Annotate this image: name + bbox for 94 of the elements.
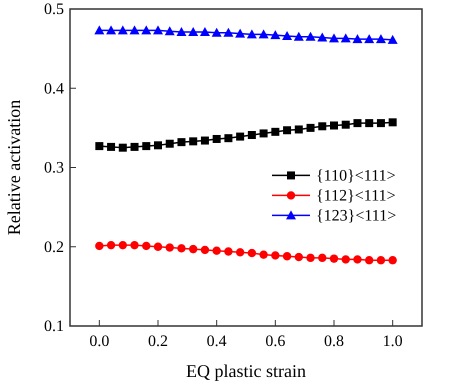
point: [388, 118, 397, 126]
point: [317, 32, 328, 42]
point: [283, 126, 292, 134]
point: [248, 131, 256, 140]
point: [189, 137, 198, 146]
point: [118, 25, 128, 34]
point: [130, 142, 139, 151]
legend-label: {123}<111>: [316, 207, 396, 224]
point: [95, 142, 104, 150]
point: [153, 25, 163, 34]
point: [329, 33, 339, 42]
x-tick-label: 0.8: [324, 333, 344, 350]
point: [212, 28, 222, 37]
point: [118, 240, 127, 250]
point: [188, 26, 198, 36]
point: [342, 255, 350, 264]
point: [306, 254, 315, 262]
legend-label: {110}<111>: [316, 167, 396, 184]
point: [106, 240, 116, 250]
point: [142, 142, 150, 150]
x-tick-label: 0.0: [89, 333, 110, 350]
point: [330, 254, 338, 263]
point: [365, 119, 374, 128]
point: [130, 25, 140, 34]
y-tick-label: 0.1: [44, 318, 64, 335]
point: [236, 248, 244, 256]
point: [330, 121, 338, 130]
point: [154, 141, 162, 150]
y-tick-label: 0.3: [44, 160, 64, 176]
point: [365, 256, 374, 264]
point: [223, 28, 234, 37]
point: [376, 256, 386, 264]
point: [154, 242, 162, 251]
point: [376, 34, 386, 44]
point: [236, 132, 244, 141]
point: [342, 120, 350, 129]
point: [352, 34, 362, 44]
x-tick-label: 0.6: [265, 333, 286, 350]
point: [376, 119, 385, 128]
point: [164, 26, 175, 36]
point: [95, 242, 104, 250]
point: [166, 243, 174, 252]
point: [340, 33, 351, 42]
point: [318, 122, 326, 130]
point: [282, 30, 292, 40]
point: [212, 246, 221, 255]
point: [200, 26, 210, 36]
point: [294, 125, 303, 134]
point: [270, 30, 280, 40]
point: [318, 254, 326, 262]
legend-label: {112}<111>: [316, 187, 396, 204]
point: [200, 136, 209, 145]
point: [271, 251, 280, 260]
point: [248, 248, 256, 258]
point: [282, 252, 292, 260]
y-axis-title: Relative activation: [4, 100, 24, 236]
x-tick-label: 0.2: [148, 333, 168, 350]
point: [177, 138, 186, 146]
point: [260, 129, 268, 138]
x-tick-label: 0.4: [206, 333, 227, 350]
x-tick-label: 1.0: [382, 333, 403, 350]
point: [258, 29, 269, 38]
point: [271, 128, 280, 136]
point: [166, 140, 174, 148]
point: [107, 142, 116, 151]
point: [176, 26, 186, 36]
point: [388, 34, 398, 44]
point: [212, 134, 221, 143]
point: [294, 252, 303, 262]
point: [130, 240, 139, 250]
point: [177, 244, 186, 253]
point: [246, 29, 257, 38]
y-tick-label: 0.5: [44, 1, 64, 18]
point: [353, 119, 362, 128]
point: [106, 25, 116, 34]
y-tick-label: 0.2: [44, 238, 64, 256]
point: [224, 247, 233, 256]
point: [306, 32, 316, 41]
point: [353, 255, 362, 264]
point: [189, 244, 198, 254]
point: [200, 246, 210, 254]
point: [118, 144, 127, 152]
point: [235, 28, 246, 38]
point: [306, 124, 315, 132]
y-tick-label: 0.4: [44, 80, 64, 98]
point: [364, 34, 374, 44]
point: [141, 25, 152, 34]
x-axis-title: EQ plastic strain: [186, 361, 306, 381]
point: [142, 242, 150, 250]
point: [294, 32, 304, 41]
point: [388, 256, 397, 264]
point: [224, 134, 232, 142]
point: [259, 250, 268, 259]
point: [94, 25, 104, 34]
